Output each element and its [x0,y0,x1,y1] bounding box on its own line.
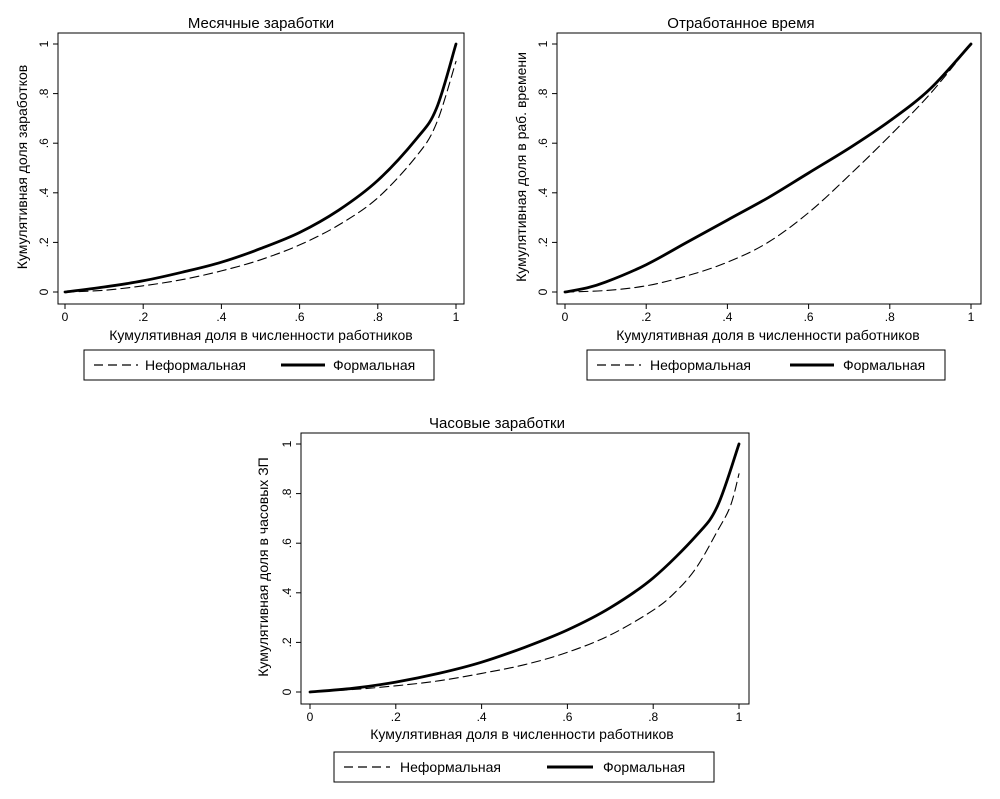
y-tick-label: .6 [536,138,550,148]
y-tick-label: .8 [536,88,550,98]
legend-label-formal: Формальная [333,357,415,373]
y-axis: 0 .2 .4 .6 .8 1 [536,40,557,295]
panel-hourly-earnings: Часовые заработки 0.2.4.6.81 0.2.4.6.8 1 … [255,415,750,783]
x-tick-label: .8 [373,310,383,324]
x-tick-label: .6 [804,310,814,324]
series-line-informal [564,43,972,293]
panel-hours-worked: Отработанное время 0 .2 .4 .6 .8 1 0 .2 .4 .6 .8 1… [513,15,982,381]
plot-frame [556,32,982,305]
y-axis: 0 .2 .4 .6 .8 1 [280,440,301,695]
y-tick-label: .4 [536,187,550,197]
y-tick-label: .2 [536,237,550,247]
legend-label-informal: Неформальная [400,759,501,775]
series-line-informal [64,60,457,293]
y-tick-label: 0 [536,288,550,295]
series-line-formal [308,442,741,694]
x-axis-label: Кумулятивная доля в численности работник… [109,327,412,343]
series-line-informal [309,473,740,693]
x-tick-label: .2 [138,310,148,324]
legend: Неформальная Формальная [333,751,715,783]
chart-title: Месячные заработки [188,15,334,32]
y-tick-label: .4 [280,587,294,597]
x-tick-label: .2 [641,310,651,324]
y-tick-label: 1 [536,40,550,47]
chart-title: Часовые заработки [429,415,565,432]
x-tick-label: 0 [307,710,314,724]
y-tick-label: .8 [37,88,51,98]
y-tick-label: .6 [280,538,294,548]
x-tick-label: .8 [885,310,895,324]
plot-frame [300,432,750,705]
y-axis: 0 .2 .4 .6 .8 1 [37,40,58,295]
series-line-formal [563,42,973,294]
legend-frame [333,751,715,783]
y-tick-label: 1 [280,440,294,447]
series-lines [63,42,458,294]
x-tick-label: .2 [391,710,401,724]
x-tick-label: 0 [562,310,569,324]
y-tick-label: .6 [37,138,51,148]
series-lines [308,442,741,694]
y-tick-label: 0 [37,288,51,295]
x-tick-label: .4 [216,310,226,324]
x-axis-label: Кумулятивная доля в численности работник… [616,327,919,343]
x-tick-label: 1 [453,310,460,324]
y-tick-label: .2 [37,237,51,247]
y-axis-label: Кумулятивная доля в раб. времени [513,52,529,282]
legend: Неформальная Формальная [586,349,946,381]
x-axis: 0 .2 .4 .6 .8 1 [307,704,743,724]
legend: Неформальная Формальная [83,349,435,381]
series-lines [563,42,973,294]
plot-frame [57,32,465,305]
y-tick-label: .2 [280,637,294,647]
y-axis-label: Кумулятивная доля в часовых ЗП [255,457,271,676]
series-line-formal [63,42,458,294]
y-tick-label: 0 [280,688,294,695]
legend-label-formal: Формальная [843,357,925,373]
x-axis: 0 .2 .4 .6 .8 1 [562,304,975,324]
x-tick-label: .4 [477,710,487,724]
x-tick-label: 1 [968,310,975,324]
x-axis: 0 .2 .4 .6 .8 1 [62,304,460,324]
x-tick-label: .8 [648,710,658,724]
y-tick-label: 1 [37,40,51,47]
y-tick-label: .4 [37,187,51,197]
x-tick-label: .4 [722,310,732,324]
x-tick-label: 0 [62,310,69,324]
x-tick-label: .6 [562,710,572,724]
x-tick-label: .6 [295,310,305,324]
x-axis-label: Кумулятивная доля в численности работник… [370,726,673,742]
panel-monthly-earnings: Месячные заработки 0 .2 .4 .6 .8 1 0 .2 .4 .6 .8 1… [14,15,465,381]
legend-label-formal: Формальная [603,759,685,775]
chart-title: Отработанное время [667,15,814,32]
y-axis-label: Кумулятивная доля заработков [14,65,30,269]
legend-label-informal: Неформальная [145,357,246,373]
legend-frame [586,349,946,381]
legend-label-informal: Неформальная [650,357,751,373]
legend-frame [83,349,435,381]
y-tick-label: .8 [280,488,294,498]
x-tick-label: 1 [736,710,743,724]
